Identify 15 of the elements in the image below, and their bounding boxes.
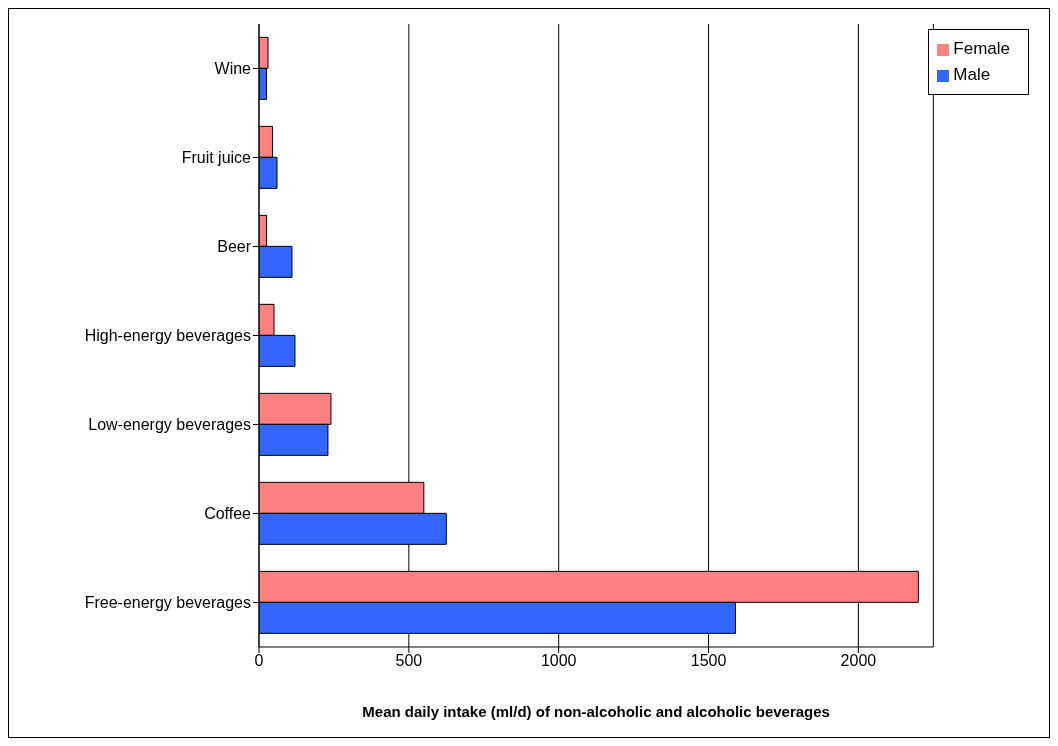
x-tick-label: 1500 [690,652,727,670]
x-tick-label: 2000 [840,652,877,670]
x-tick-label: 0 [254,652,264,670]
x-tick-label: 500 [395,652,423,670]
y-tick-label: Low-energy beverages [88,416,251,434]
x-axis-title: Mean daily intake (ml/d) of non-alcoholic and alcoholic beverages [362,703,830,720]
legend-label: Male [953,65,991,84]
y-tick-label: Free-energy beverages [84,594,251,612]
y-tick-label: High-energy beverages [84,327,251,345]
y-tick-label: Fruit juice [181,149,252,167]
legend-label: Female [953,39,1010,58]
y-tick-label: Coffee [204,505,252,523]
x-tick-label: 1000 [540,652,577,670]
y-tick-label: Wine [214,60,252,78]
y-tick-label: Beer [217,238,252,256]
